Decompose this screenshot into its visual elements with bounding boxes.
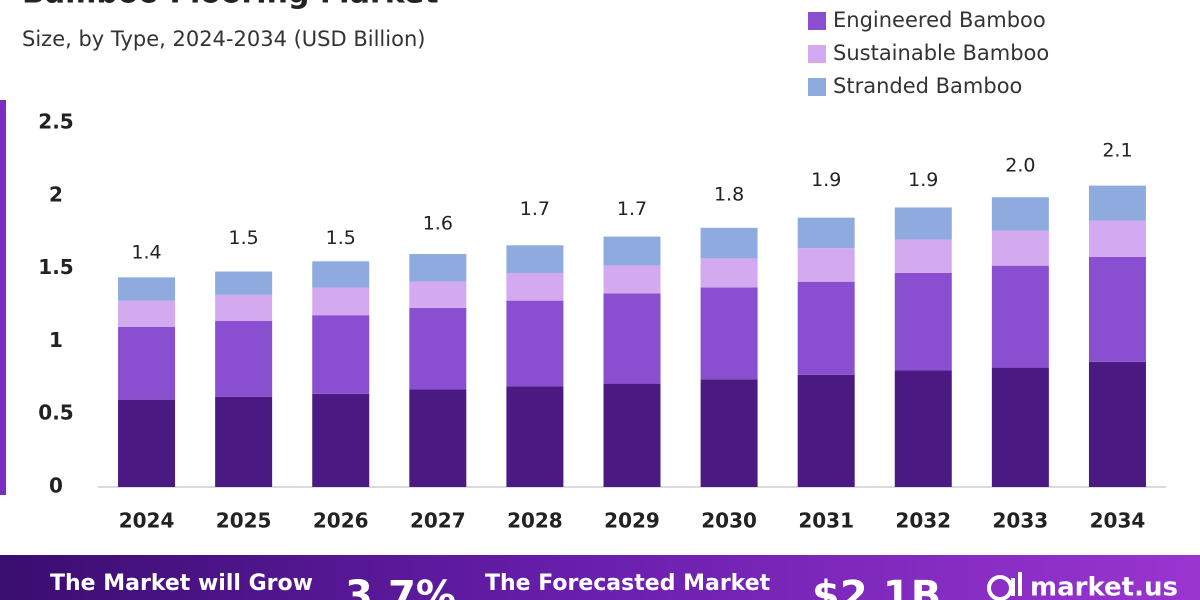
total-label: 1.6 [423, 213, 453, 235]
bar-segment [603, 383, 661, 487]
bar-segment [603, 236, 661, 266]
bar-segment [991, 230, 1049, 266]
total-label: 1.5 [326, 227, 356, 249]
x-tick-label: 2031 [798, 509, 854, 533]
legend-label: Stranded Bamboo [833, 74, 1022, 98]
bar-segment [118, 399, 176, 487]
total-label: 1.7 [617, 198, 647, 220]
bar-segment [797, 248, 855, 282]
total-label: 2.0 [1005, 154, 1035, 176]
legend-swatch [808, 12, 826, 30]
bar-segment [118, 277, 176, 301]
bar-segment [894, 239, 952, 273]
bar-segment [312, 261, 370, 288]
bar-segment [215, 294, 273, 322]
y-tick-label: 1.5 [38, 255, 73, 279]
bar-segment [700, 258, 758, 288]
y-tick-label: 0 [49, 474, 63, 498]
bar-segment [1088, 256, 1146, 362]
y-tick-label: 1 [49, 328, 63, 352]
total-label: 1.8 [714, 183, 744, 205]
bar-segment [409, 254, 467, 282]
bar-segment [409, 307, 467, 390]
bar-segment [1088, 361, 1146, 487]
total-label: 1.9 [811, 169, 841, 191]
y-tick-label: 2 [49, 182, 63, 206]
bar-segment [312, 287, 370, 316]
banner-cagr: 3.7% [345, 573, 456, 600]
chart-title: Bamboo Flooring Market [22, 0, 439, 11]
bar-segment [409, 389, 467, 487]
bar-segment [506, 245, 564, 273]
x-tick-label: 2027 [410, 509, 466, 533]
banner-text: The Market will Grow [50, 571, 313, 596]
x-tick-label: 2028 [507, 509, 563, 533]
bar-segment [894, 207, 952, 240]
x-tick-label: 2026 [313, 509, 369, 533]
bar-segment [118, 326, 176, 400]
bar-segment [603, 265, 661, 294]
chart-subtitle: Size, by Type, 2024-2034 (USD Billion) [22, 27, 425, 51]
bar-segment [991, 265, 1049, 368]
bar-segment [797, 281, 855, 375]
x-tick-label: 2032 [895, 509, 951, 533]
side-accent [0, 100, 6, 495]
x-tick-label: 2034 [1090, 509, 1146, 533]
brand-name: market.us [1030, 573, 1178, 600]
y-tick-label: 0.5 [38, 401, 73, 425]
bar-segment [700, 379, 758, 487]
legend-swatch [808, 78, 826, 96]
bar-segment [991, 367, 1049, 487]
bar-segment [603, 293, 661, 384]
banner-value: $2.1B [812, 573, 941, 600]
bar-segment [506, 300, 564, 387]
bar-segment [1088, 185, 1146, 221]
bar-segment [894, 272, 952, 371]
bar-segment [506, 386, 564, 487]
bar-segment [312, 393, 370, 487]
bar-segment [991, 197, 1049, 231]
banner-text: The Forecasted Market [485, 571, 771, 596]
bar-segment [215, 271, 273, 295]
x-tick-label: 2024 [119, 509, 175, 533]
total-label: 2.1 [1102, 140, 1132, 162]
bar-segment [409, 281, 467, 308]
bar-segment [797, 374, 855, 487]
y-tick-label: 2.5 [38, 110, 73, 134]
bar-segment [894, 370, 952, 487]
bar-segment [312, 315, 370, 394]
bar-segment [797, 217, 855, 249]
legend-label: Sustainable Bamboo [833, 41, 1049, 65]
total-label: 1.5 [229, 227, 259, 249]
total-label: 1.9 [908, 169, 938, 191]
total-label: 1.4 [131, 242, 161, 264]
bar-segment [506, 272, 564, 301]
bar-segment [118, 300, 176, 327]
legend-swatch [808, 45, 826, 63]
brand-logo [987, 572, 1022, 600]
total-label: 1.7 [520, 198, 550, 220]
bar-segment [215, 321, 273, 397]
x-tick-label: 2029 [604, 509, 660, 533]
x-tick-label: 2033 [993, 509, 1049, 533]
bar-segment [215, 396, 273, 487]
x-tick-label: 2030 [701, 509, 757, 533]
x-tick-label: 2025 [216, 509, 272, 533]
bar-segment [700, 287, 758, 380]
legend-label: Engineered Bamboo [833, 8, 1046, 32]
bar-segment [700, 227, 758, 259]
bar-segment [1088, 220, 1146, 257]
